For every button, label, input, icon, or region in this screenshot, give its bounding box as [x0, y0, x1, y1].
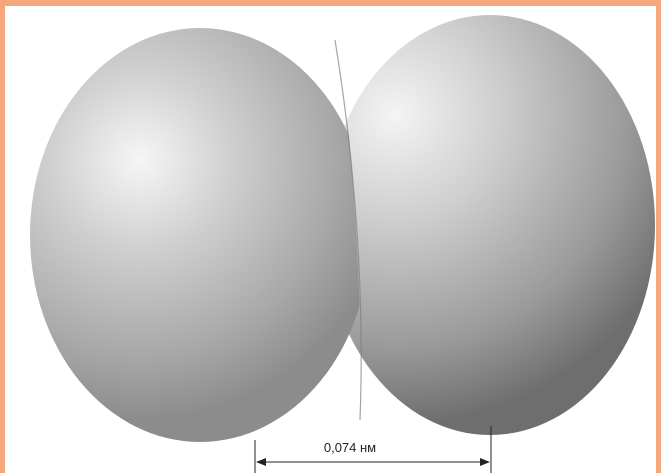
atom-seam [334, 39, 362, 421]
dimension-arrow-left [256, 458, 266, 466]
left-atom-sphere [30, 28, 361, 442]
bond-length-label: 0,074 нм [324, 440, 376, 455]
right-atom-sphere [325, 15, 655, 435]
dimension-arrow-right [480, 458, 490, 466]
